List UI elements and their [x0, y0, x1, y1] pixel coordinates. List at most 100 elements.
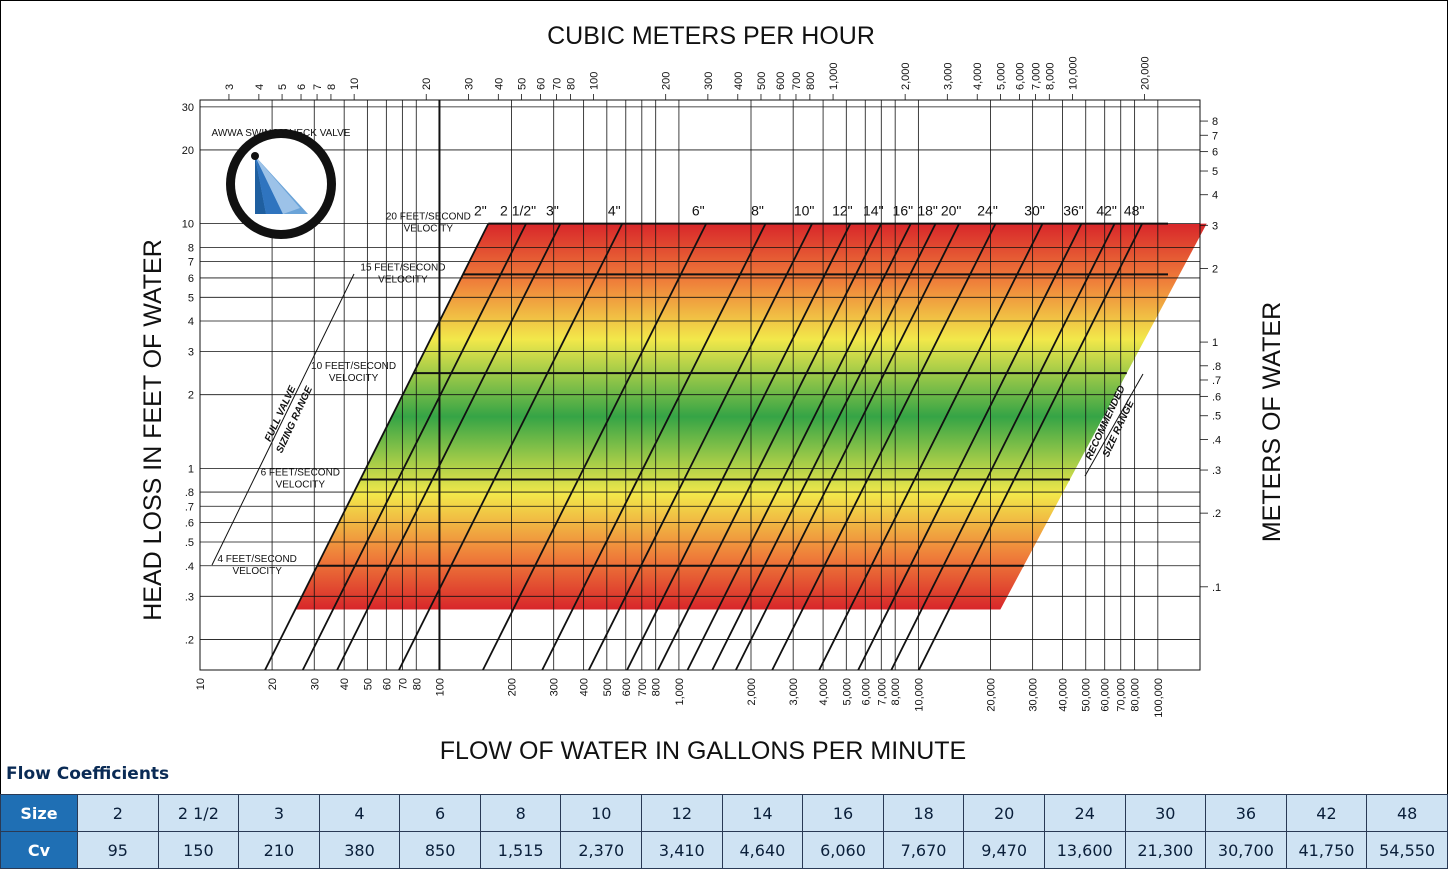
top-tick-label: 400: [733, 72, 745, 90]
cv-cell: 850: [399, 831, 481, 869]
valve-lines: [264, 222, 1168, 671]
top-tick-label: 2,000: [900, 62, 912, 90]
top-tick-label: 3,000: [942, 62, 954, 90]
size-cell: 12: [641, 794, 723, 832]
size-cell: 36: [1205, 794, 1287, 832]
top-tick-label: 800: [805, 72, 817, 90]
top-tick-label: 8: [326, 84, 338, 90]
valve-size-line: [686, 223, 912, 671]
x-tick-label: 700: [637, 678, 649, 696]
velocity-label: 6 FEET/SECOND: [261, 468, 340, 479]
cv-cell: 1,515: [479, 831, 562, 869]
x-tick-label: 70: [397, 678, 409, 690]
valve-size-line: [301, 223, 527, 671]
size-cell: 18: [882, 794, 965, 832]
valve-size-line: [771, 223, 997, 671]
top-tick-label: 20,000: [1140, 56, 1152, 90]
top-tick-label: 5,000: [995, 62, 1007, 90]
y-tick-label: .8: [185, 487, 194, 499]
valve-size-line: [818, 223, 1044, 671]
x-tick-label: 10: [195, 678, 207, 690]
size-cell: 2: [77, 794, 159, 832]
cv-cell: 210: [238, 831, 320, 869]
x-tick-label: 60,000: [1100, 678, 1112, 712]
x-tick-label: 300: [549, 678, 561, 696]
x-tick-label: 30,000: [1028, 678, 1040, 712]
valve-size-label: 24": [977, 203, 998, 219]
x-tick-label: 20: [267, 678, 279, 690]
valve-size-label: 36": [1063, 203, 1084, 219]
right-tick-label: .7: [1212, 375, 1221, 387]
y-tick-label: 2: [188, 390, 194, 402]
size-cell: 10: [560, 794, 643, 832]
y-tick-label: 3: [188, 347, 194, 359]
x-tick-label: 500: [602, 678, 614, 696]
y-tick-label: .3: [185, 591, 194, 603]
valve-size-label: 12": [832, 203, 853, 219]
cv-row: Cv 95 150 210 380 850 1,515 2,370 3,410 4,640 6,0…: [0, 831, 1448, 869]
x-tick-label: 2,000: [746, 678, 758, 706]
top-tick-label: 7,000: [1030, 62, 1042, 90]
size-cell: 3: [238, 794, 320, 832]
x-tick-label: 6,000: [860, 678, 872, 706]
x-tick-label: 80: [411, 678, 423, 690]
top-tick-label: 60: [535, 78, 547, 90]
right-tick-label: 7: [1212, 130, 1218, 142]
size-cell: 8: [479, 794, 562, 832]
right-tick-label: 5: [1212, 166, 1218, 178]
cv-cell: 380: [318, 831, 401, 869]
x-tick-label: 50,000: [1081, 678, 1093, 712]
valve-size-label: 6": [692, 203, 705, 219]
cv-cell: 9,470: [963, 831, 1045, 869]
cv-cell: 4,640: [721, 831, 804, 869]
size-cell: 24: [1043, 794, 1126, 832]
y-tick-label: .4: [185, 561, 194, 573]
y-tick-label: 7: [188, 257, 194, 269]
cv-cell: 3,410: [641, 831, 723, 869]
valve-size-line: [626, 223, 852, 671]
valve-size-label: 20": [941, 203, 962, 219]
y-tick-label: 30: [182, 102, 194, 114]
size-cell: 16: [802, 794, 884, 832]
valve-size-line: [890, 223, 1116, 671]
x-tick-label: 70,000: [1116, 678, 1128, 712]
valve-size-line: [336, 223, 562, 671]
top-tick-label: 4,000: [972, 62, 984, 90]
valve-size-line: [264, 223, 490, 671]
y-tick-label: .7: [185, 501, 194, 513]
top-tick-label: 5: [277, 84, 289, 90]
right-tick-label: .4: [1212, 434, 1221, 446]
tick-labels: 10 20 30 40 50 60 70 80 100 200 300 400 500 600 700 800…: [182, 56, 1221, 717]
valve-size-label: 10": [794, 203, 815, 219]
top-tick-label: 200: [661, 72, 673, 90]
size-cell: 42: [1285, 794, 1368, 832]
velocity-label: VELOCITY: [232, 566, 282, 577]
y-tick-label: 4: [188, 316, 194, 328]
x-tick-label: 4,000: [818, 678, 830, 706]
valve-size-label: 14": [863, 203, 884, 219]
y-tick-label: 5: [188, 292, 194, 304]
top-tick-label: 8,000: [1044, 62, 1056, 90]
right-tick-label: .5: [1212, 411, 1221, 423]
chart-title: CUBIC METERS PER HOUR: [547, 22, 875, 50]
size-cell: 14: [721, 794, 804, 832]
cv-cell: 21,300: [1124, 831, 1207, 869]
right-tick-label: 4: [1212, 190, 1218, 202]
valve-size-line: [588, 223, 813, 671]
top-tick-label: 300: [703, 72, 715, 90]
x-tick-label: 40: [339, 678, 351, 690]
top-tick-label: 80: [565, 78, 577, 90]
right-tick-label: 3: [1212, 220, 1218, 232]
awwa-logo: AWWA SWING CHECK VALVE: [212, 128, 351, 239]
y-tick-label: 6: [188, 273, 194, 285]
valve-size-label: 30": [1024, 203, 1045, 219]
top-tick-label: 6,000: [1014, 62, 1026, 90]
y-axis-label: HEAD LOSS IN FEET OF WATER: [139, 239, 167, 621]
velocity-label: VELOCITY: [329, 373, 379, 384]
y-tick-label: 1: [188, 463, 194, 475]
top-tick-label: 3: [224, 84, 236, 90]
velocity-label: 20 FEET/SECOND: [386, 212, 471, 223]
x-tick-label: 400: [579, 678, 591, 696]
